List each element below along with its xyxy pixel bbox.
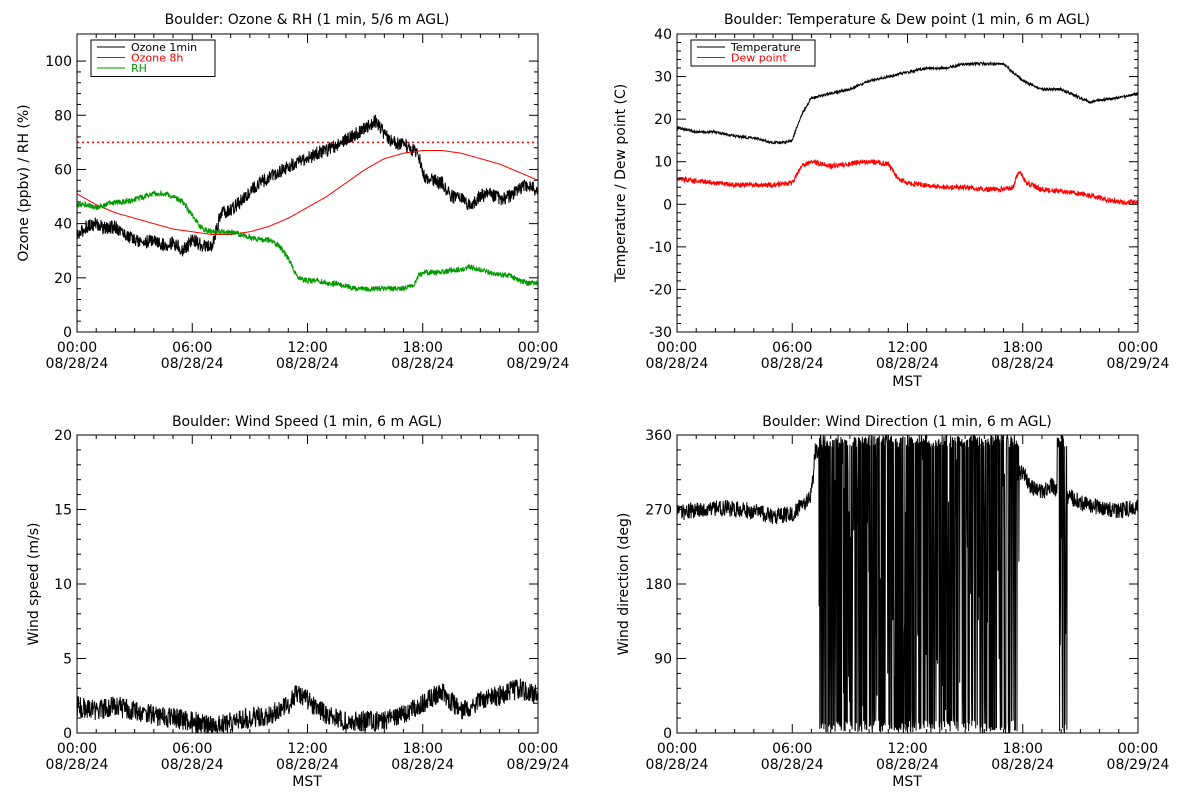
chart-title: Boulder: Wind Speed (1 min, 6 m AGL) bbox=[172, 414, 442, 430]
x-tick-label-time: 18:00 bbox=[403, 741, 443, 757]
x-tick-label-date: 08/29/24 bbox=[1107, 757, 1170, 773]
x-tick-label-date: 08/29/24 bbox=[1107, 356, 1170, 372]
x-tick-label-time: 18:00 bbox=[1003, 340, 1043, 356]
x-axis-label: MST bbox=[892, 374, 922, 390]
x-tick-label-date: 08/28/24 bbox=[876, 757, 939, 773]
y-tick-label: 20 bbox=[654, 112, 672, 128]
series-line-data bbox=[77, 678, 538, 733]
chart-title: Boulder: Temperature & Dew point (1 min,… bbox=[724, 12, 1090, 28]
x-tick-label-time: 00:00 bbox=[518, 741, 558, 757]
x-tick-label-date: 08/28/24 bbox=[991, 356, 1054, 372]
y-tick-label: 80 bbox=[54, 108, 72, 124]
x-axis-label: MST bbox=[892, 774, 922, 790]
y-tick-label: 5 bbox=[63, 652, 72, 668]
y-tick-label: 30 bbox=[654, 70, 672, 86]
x-tick-label-time: 00:00 bbox=[57, 741, 97, 757]
y-axis-label: Wind direction (deg) bbox=[616, 513, 632, 656]
panel-temperature: Boulder: Temperature & Dew point (1 min,… bbox=[613, 12, 1170, 390]
series-line-rh bbox=[77, 189, 538, 293]
y-tick-label: 0 bbox=[63, 726, 72, 742]
x-tick-label-time: 00:00 bbox=[1118, 741, 1158, 757]
legend-label: Ozone 1min bbox=[131, 41, 197, 54]
chart-title: Boulder: Ozone & RH (1 min, 5/6 m AGL) bbox=[165, 12, 450, 28]
y-tick-label: 10 bbox=[654, 155, 672, 171]
legend-label: Dew point bbox=[731, 52, 787, 65]
legend-label: RH bbox=[131, 62, 147, 75]
y-tick-label: 180 bbox=[645, 577, 672, 593]
x-tick-label-date: 08/28/24 bbox=[46, 757, 109, 773]
x-tick-label-date: 08/29/24 bbox=[507, 356, 570, 372]
x-tick-label-time: 00:00 bbox=[657, 340, 697, 356]
x-tick-label-date: 08/28/24 bbox=[876, 356, 939, 372]
x-tick-label-time: 18:00 bbox=[403, 340, 443, 356]
legend-box bbox=[90, 39, 216, 77]
y-tick-label: 60 bbox=[54, 162, 72, 178]
legend-box bbox=[690, 39, 816, 67]
series-line-ozone-1min bbox=[77, 114, 538, 257]
y-tick-label: -20 bbox=[649, 282, 672, 298]
plot-area: 09018027036000:0008/28/2406:0008/28/2412… bbox=[645, 428, 1169, 773]
y-tick-label: 40 bbox=[654, 27, 672, 43]
y-tick-label: 100 bbox=[45, 54, 72, 70]
y-tick-label: 0 bbox=[663, 726, 672, 742]
x-tick-label-date: 08/28/24 bbox=[276, 356, 339, 372]
x-tick-label-date: 08/28/24 bbox=[991, 757, 1054, 773]
x-tick-label-date: 08/28/24 bbox=[391, 757, 454, 773]
x-tick-label-date: 08/28/24 bbox=[391, 356, 454, 372]
x-tick-label-date: 08/28/24 bbox=[761, 757, 824, 773]
legend-label: Ozone 8h bbox=[131, 52, 183, 65]
y-tick-label: 40 bbox=[54, 217, 72, 233]
y-tick-label: 360 bbox=[645, 428, 672, 444]
x-tick-label-time: 00:00 bbox=[657, 741, 697, 757]
x-axis-label: MST bbox=[292, 774, 322, 790]
x-tick-label-date: 08/28/24 bbox=[276, 757, 339, 773]
y-tick-label: 15 bbox=[54, 503, 72, 519]
x-tick-label-date: 08/28/24 bbox=[646, 757, 709, 773]
x-tick-label-time: 06:00 bbox=[772, 340, 812, 356]
x-tick-label-date: 08/29/24 bbox=[507, 757, 570, 773]
chart-title: Boulder: Wind Direction (1 min, 6 m AGL) bbox=[762, 414, 1051, 430]
x-tick-label-time: 06:00 bbox=[172, 340, 212, 356]
x-tick-label-time: 00:00 bbox=[1118, 340, 1158, 356]
plot-area: 02040608010000:0008/28/2406:0008/28/2412… bbox=[45, 33, 570, 372]
panel-winddir: Boulder: Wind Direction (1 min, 6 m AGL)… bbox=[616, 414, 1170, 790]
y-tick-label: 0 bbox=[663, 197, 672, 213]
y-axis-label: Temperature / Dew point (C) bbox=[613, 84, 629, 283]
series-line-temperature bbox=[677, 60, 1138, 146]
x-tick-label-time: 00:00 bbox=[57, 340, 97, 356]
panel-ozone: Boulder: Ozone & RH (1 min, 5/6 m AGL) O… bbox=[16, 12, 570, 372]
x-tick-label-time: 12:00 bbox=[287, 741, 327, 757]
x-tick-label-time: 00:00 bbox=[518, 340, 558, 356]
y-tick-label: 10 bbox=[54, 577, 72, 593]
y-tick-label: 0 bbox=[63, 325, 72, 341]
x-tick-label-date: 08/28/24 bbox=[161, 757, 224, 773]
y-tick-label: 270 bbox=[645, 503, 672, 519]
x-tick-label-time: 12:00 bbox=[287, 340, 327, 356]
plot-area: -30-20-1001020304000:0008/28/2406:0008/2… bbox=[646, 27, 1170, 372]
legend-label: Temperature bbox=[730, 41, 801, 54]
y-tick-label: -30 bbox=[649, 325, 672, 341]
series-line-ozone-8h bbox=[77, 150, 538, 235]
x-tick-label-time: 06:00 bbox=[172, 741, 212, 757]
y-tick-label: 90 bbox=[654, 652, 672, 668]
y-tick-label: 20 bbox=[54, 428, 72, 444]
x-tick-label-time: 06:00 bbox=[772, 741, 812, 757]
x-tick-label-time: 12:00 bbox=[887, 741, 927, 757]
y-tick-label: -10 bbox=[649, 240, 672, 256]
x-tick-label-date: 08/28/24 bbox=[161, 356, 224, 372]
x-tick-label-time: 12:00 bbox=[887, 340, 927, 356]
y-tick-label: 20 bbox=[54, 271, 72, 287]
plot-area: 0510152000:0008/28/2406:0008/28/2412:000… bbox=[46, 428, 570, 773]
series-line-dew-point bbox=[677, 158, 1138, 206]
x-tick-label-date: 08/28/24 bbox=[46, 356, 109, 372]
y-axis-label: Ozone (ppbv) / RH (%) bbox=[16, 104, 32, 261]
x-tick-label-time: 18:00 bbox=[1003, 741, 1043, 757]
x-tick-label-date: 08/28/24 bbox=[761, 356, 824, 372]
y-axis-label: Wind speed (m/s) bbox=[26, 523, 42, 646]
x-tick-label-date: 08/28/24 bbox=[646, 356, 709, 372]
panel-windspeed: Boulder: Wind Speed (1 min, 6 m AGL) Win… bbox=[26, 414, 570, 790]
